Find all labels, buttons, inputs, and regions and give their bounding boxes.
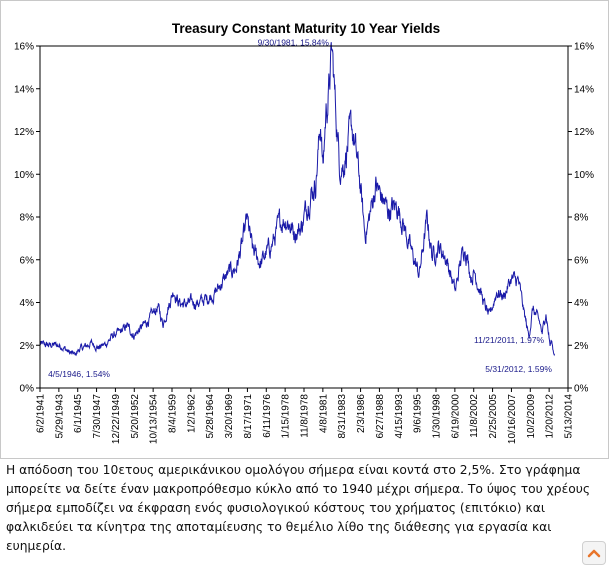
chart-title: Treasury Constant Maturity 10 Year Yield… (172, 21, 440, 36)
chart-area-border (0, 0, 609, 459)
x-tick-label: 10/16/2007 (507, 394, 518, 444)
x-tick-label: 5/20/1952 (130, 394, 141, 439)
x-tick-label: 6/27/1988 (375, 394, 386, 439)
yield-chart: Treasury Constant Maturity 10 Year Yield… (0, 0, 609, 459)
caption-line: ευημερία. (6, 539, 67, 553)
x-tick-label: 4/15/1993 (394, 394, 405, 439)
y-tick-label-left: 0% (20, 384, 35, 395)
x-tick-label: 2/3/1986 (356, 394, 367, 433)
y-tick-label-left: 10% (14, 170, 34, 181)
x-tick-label: 5/29/1943 (54, 394, 65, 439)
y-axis-left: 0% 2% 4% 6% 8% 10% 12% 14% 16% (14, 42, 40, 395)
annotation-label: 11/21/2011, 1.97% (474, 335, 545, 345)
y-tick-label-right: 4% (574, 298, 589, 309)
annotation-label: 4/5/1946, 1.54% (48, 369, 110, 379)
y-axis-right: 0% 2% 4% 6% 8% 10% 12% 14% 16% (568, 42, 594, 395)
x-axis: 6/2/1941 5/29/1943 6/1/1945 7/30/1947 12/22/… (36, 388, 575, 444)
caption-line: Η απόδοση του 10ετους αμερικάνικου ομολό… (6, 463, 581, 477)
y-tick-label-right: 10% (574, 170, 594, 181)
x-tick-label: 11/8/2002 (469, 394, 480, 438)
caption-line: φαλκιδεύει τα κίνητρα της αποταμίευσης τ… (6, 520, 552, 534)
x-tick-label: 6/2/1941 (36, 394, 47, 433)
x-tick-label: 5/13/2014 (564, 394, 575, 439)
y-tick-label-right: 12% (574, 127, 594, 138)
y-tick-label-right: 6% (574, 255, 589, 266)
x-tick-label: 3/20/1969 (224, 394, 235, 439)
y-tick-label-left: 2% (20, 341, 35, 352)
x-tick-label: 1/20/2012 (545, 394, 556, 439)
y-tick-label-right: 2% (574, 341, 589, 352)
x-tick-label: 8/4/1959 (168, 394, 179, 433)
x-tick-label: 10/13/1954 (149, 394, 160, 444)
y-tick-label-right: 8% (574, 213, 589, 224)
y-tick-label-left: 8% (20, 213, 35, 224)
caption-line: σήμερα εμποδίζει να έκφραση ενός φυσιολο… (6, 501, 546, 515)
x-tick-label: 7/30/1947 (92, 394, 103, 439)
y-tick-label-left: 6% (20, 255, 35, 266)
chevron-up-icon (587, 549, 601, 558)
chart-container: Treasury Constant Maturity 10 Year Yield… (0, 0, 609, 459)
x-tick-label: 4/8/1981 (318, 394, 329, 433)
x-tick-label: 6/19/2000 (450, 394, 461, 439)
y-tick-label-right: 0% (574, 384, 589, 395)
x-tick-label: 6/11/1976 (262, 394, 273, 438)
x-tick-label: 9/6/1995 (413, 394, 424, 433)
x-tick-label: 2/25/2005 (488, 394, 499, 439)
caption-line: μπορείτε να δείτε έναν μακροπρόθεσμο κύκ… (6, 482, 591, 496)
y-tick-label-left: 14% (14, 84, 34, 95)
x-tick-label: 1/30/1998 (432, 394, 443, 439)
y-tick-label-left: 4% (20, 298, 35, 309)
x-tick-label: 5/28/1964 (205, 394, 216, 439)
y-tick-label-left: 12% (14, 127, 34, 138)
x-tick-label: 10/2/2009 (526, 394, 537, 439)
x-tick-label: 6/1/1945 (73, 394, 84, 433)
y-tick-label-right: 14% (574, 84, 594, 95)
annotation-label: 5/31/2012, 1.59% (485, 364, 552, 374)
x-tick-label: 11/8/1978 (300, 394, 311, 438)
y-tick-label-left: 16% (14, 42, 34, 53)
x-tick-label: 8/31/1983 (337, 394, 348, 439)
series-line-10y-yield (39, 42, 556, 357)
x-tick-label: 1/2/1962 (186, 394, 197, 433)
x-tick-label: 1/15/1978 (281, 394, 292, 439)
caption-text: Η απόδοση του 10ετους αμερικάνικου ομολό… (6, 461, 591, 556)
y-tick-label-right: 16% (574, 42, 594, 53)
plot-frame (39, 45, 569, 389)
annotation-label: 9/30/1981, 15.84% (258, 37, 330, 47)
scroll-to-top-button[interactable] (582, 541, 606, 565)
x-tick-label: 8/17/1971 (243, 394, 254, 439)
x-tick-label: 12/22/1949 (111, 394, 122, 444)
annotations: 9/30/1981, 15.84% 4/5/1946, 1.54% 11/21/20… (48, 37, 552, 379)
